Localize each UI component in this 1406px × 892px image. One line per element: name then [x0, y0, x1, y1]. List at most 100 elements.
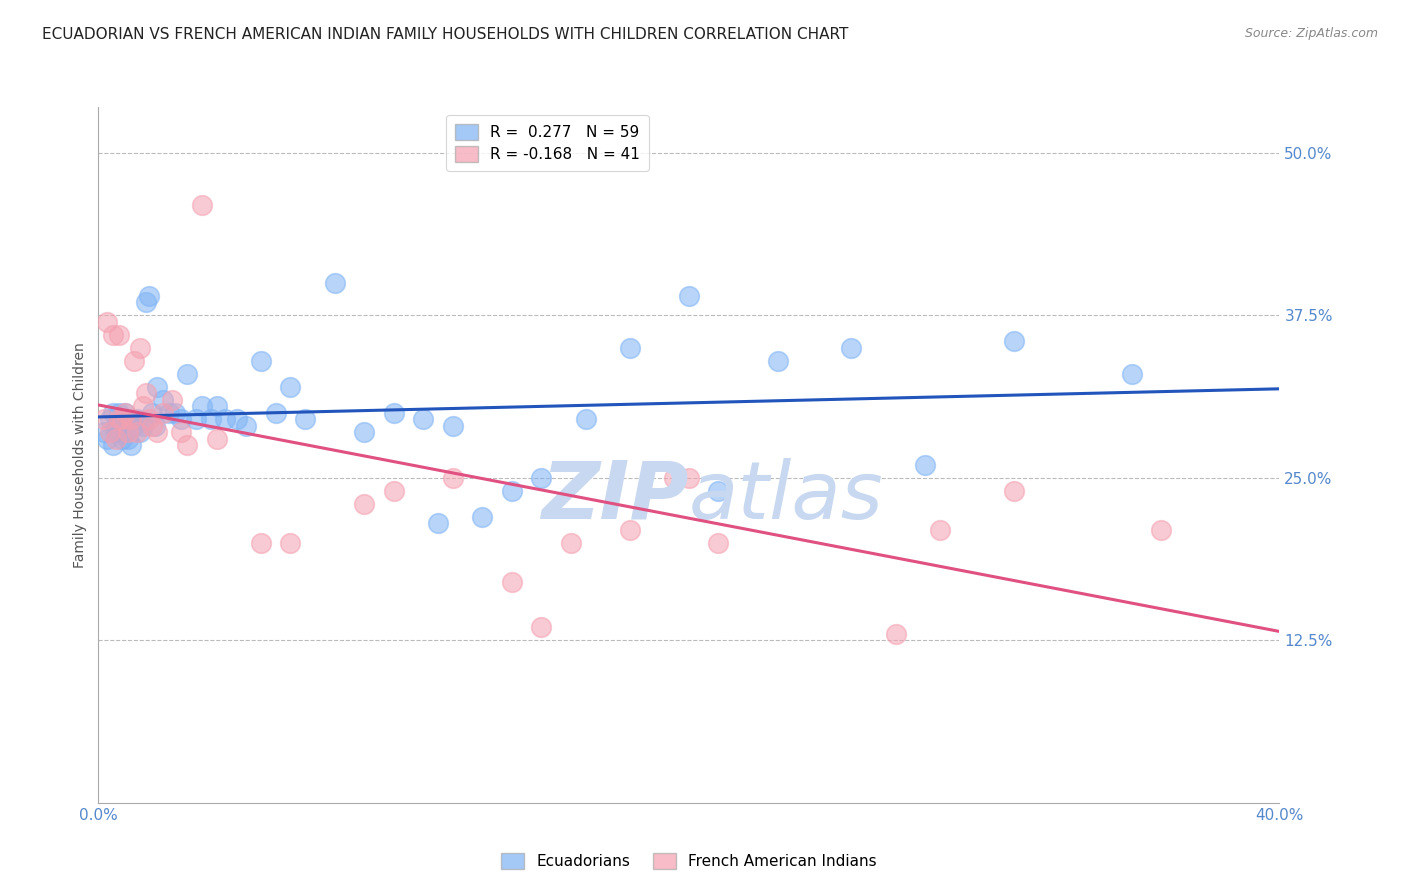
Point: [574, 412, 596, 426]
Point: [530, 471, 553, 485]
Point: [501, 483, 523, 498]
Point: [1150, 523, 1173, 537]
Legend: R =  0.277   N = 59, R = -0.168   N = 41: R = 0.277 N = 59, R = -0.168 N = 41: [446, 115, 650, 171]
Point: [766, 353, 789, 368]
Point: [143, 418, 166, 433]
Point: [678, 288, 700, 302]
Point: [98, 412, 121, 426]
Point: [427, 516, 450, 531]
Point: [105, 432, 128, 446]
Point: [105, 425, 128, 439]
Point: [707, 535, 730, 549]
Text: Source: ZipAtlas.com: Source: ZipAtlas.com: [1244, 27, 1378, 40]
Point: [138, 412, 160, 426]
Point: [103, 327, 125, 342]
Point: [98, 425, 121, 439]
Point: [120, 412, 142, 426]
Point: [93, 412, 115, 426]
Point: [471, 509, 494, 524]
Point: [530, 620, 553, 634]
Point: [108, 406, 131, 420]
Point: [191, 197, 214, 211]
Point: [111, 412, 134, 426]
Point: [839, 341, 862, 355]
Point: [214, 412, 236, 426]
Point: [205, 399, 228, 413]
Point: [165, 406, 187, 420]
Point: [125, 412, 148, 426]
Point: [117, 412, 139, 426]
Point: [353, 497, 375, 511]
Point: [250, 353, 273, 368]
Text: atlas: atlas: [689, 458, 884, 536]
Point: [157, 406, 180, 420]
Point: [114, 406, 136, 420]
Point: [664, 471, 686, 485]
Point: [264, 406, 287, 420]
Point: [132, 399, 155, 413]
Point: [560, 535, 582, 549]
Point: [117, 432, 139, 446]
Text: ZIP: ZIP: [541, 458, 689, 536]
Point: [96, 432, 118, 446]
Point: [128, 341, 150, 355]
Point: [108, 418, 131, 433]
Point: [176, 438, 198, 452]
Point: [128, 425, 150, 439]
Point: [138, 288, 160, 302]
Point: [1002, 334, 1025, 348]
Point: [114, 425, 136, 439]
Legend: Ecuadorians, French American Indians: Ecuadorians, French American Indians: [495, 847, 883, 875]
Point: [250, 535, 273, 549]
Point: [103, 406, 125, 420]
Point: [135, 386, 157, 401]
Point: [191, 399, 214, 413]
Point: [152, 406, 174, 420]
Point: [235, 418, 257, 433]
Point: [441, 471, 464, 485]
Point: [132, 418, 155, 433]
Point: [353, 425, 375, 439]
Point: [135, 295, 157, 310]
Point: [184, 412, 207, 426]
Point: [707, 483, 730, 498]
Point: [205, 432, 228, 446]
Point: [176, 367, 198, 381]
Point: [678, 471, 700, 485]
Point: [323, 276, 346, 290]
Point: [114, 406, 136, 420]
Point: [108, 412, 131, 426]
Point: [111, 432, 134, 446]
Point: [382, 483, 405, 498]
Point: [278, 535, 302, 549]
Point: [105, 418, 128, 433]
Point: [125, 425, 148, 439]
Point: [501, 574, 523, 589]
Point: [441, 418, 464, 433]
Point: [103, 438, 125, 452]
Point: [141, 406, 163, 420]
Point: [884, 626, 907, 640]
Point: [619, 341, 641, 355]
Point: [93, 425, 115, 439]
Point: [170, 425, 193, 439]
Point: [928, 523, 950, 537]
Point: [294, 412, 316, 426]
Point: [111, 412, 134, 426]
Point: [382, 406, 405, 420]
Y-axis label: Family Households with Children: Family Households with Children: [73, 342, 87, 568]
Point: [1121, 367, 1143, 381]
Point: [122, 418, 145, 433]
Text: ECUADORIAN VS FRENCH AMERICAN INDIAN FAMILY HOUSEHOLDS WITH CHILDREN CORRELATION: ECUADORIAN VS FRENCH AMERICAN INDIAN FAM…: [42, 27, 849, 42]
Point: [117, 425, 139, 439]
Point: [162, 392, 183, 407]
Point: [96, 315, 118, 329]
Point: [152, 392, 174, 407]
Point: [412, 412, 434, 426]
Point: [108, 327, 131, 342]
Point: [619, 523, 641, 537]
Point: [1002, 483, 1025, 498]
Point: [141, 418, 163, 433]
Point: [122, 353, 145, 368]
Point: [146, 425, 169, 439]
